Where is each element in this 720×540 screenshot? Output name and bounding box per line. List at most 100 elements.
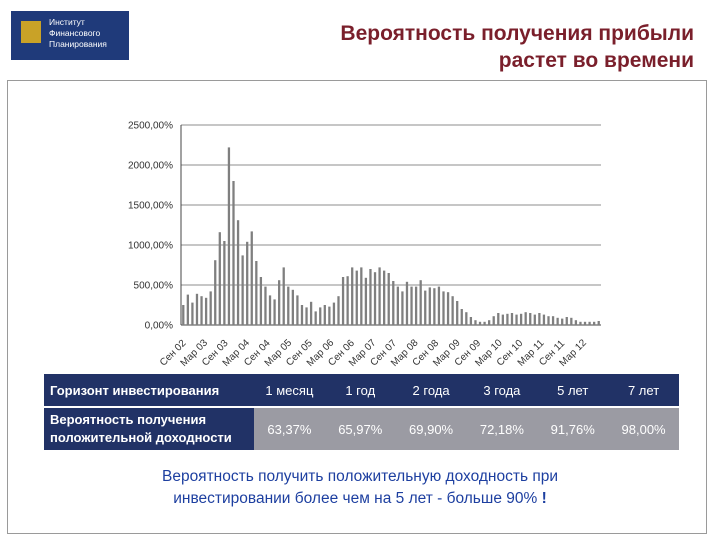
bar bbox=[291, 289, 294, 325]
bar bbox=[542, 314, 546, 325]
bar bbox=[319, 307, 322, 325]
bar bbox=[519, 313, 523, 325]
bar bbox=[570, 317, 573, 325]
probability-table: Горизонт инвестирования 1 месяц 1 год 2 … bbox=[44, 374, 679, 450]
bar bbox=[273, 299, 276, 325]
y-tick-label: 0,00% bbox=[145, 321, 173, 332]
bar bbox=[451, 296, 454, 325]
horizon-cell: 5 лет bbox=[537, 374, 609, 406]
y-tick-label: 2500,00% bbox=[128, 121, 173, 132]
horizon-cell: 2 года bbox=[395, 374, 467, 406]
bar bbox=[446, 292, 450, 325]
logo-line-3: Планирования bbox=[49, 39, 107, 49]
bar bbox=[355, 270, 358, 325]
bar bbox=[478, 321, 482, 325]
logo-line-2: Финансового bbox=[49, 28, 101, 38]
probability-bar-chart: 0,00% 500,00% 1000,00% 1500,00% 2000,00% 2500… bbox=[128, 121, 601, 369]
bar bbox=[214, 260, 217, 325]
conclusion-text: Вероятность получить положительную доход… bbox=[40, 466, 680, 510]
bar bbox=[314, 311, 317, 325]
bar bbox=[195, 293, 199, 325]
bar bbox=[383, 270, 386, 325]
y-tick-label: 500,00% bbox=[134, 281, 174, 292]
conclusion-line-2: инвестировании более чем на 5 лет - боль… bbox=[173, 490, 538, 507]
slide-title: Вероятность получения прибыли растет во … bbox=[340, 20, 694, 74]
bar bbox=[328, 306, 331, 325]
bar bbox=[465, 312, 468, 325]
bar bbox=[369, 269, 372, 325]
bar bbox=[405, 281, 409, 325]
bar bbox=[255, 261, 258, 325]
bar bbox=[259, 277, 263, 325]
bar bbox=[488, 320, 491, 325]
conclusion-line-2-wrap: инвестировании более чем на 5 лет - боль… bbox=[40, 488, 680, 510]
bar bbox=[583, 321, 587, 325]
bar bbox=[428, 287, 431, 325]
bar bbox=[182, 305, 185, 325]
bar bbox=[250, 231, 253, 325]
bar bbox=[278, 280, 281, 325]
probability-row: Вероятность получения положительной дохо… bbox=[44, 408, 679, 450]
bar bbox=[209, 291, 212, 325]
bar bbox=[246, 241, 249, 325]
bar bbox=[510, 313, 514, 325]
bar bbox=[364, 277, 368, 325]
bar bbox=[410, 286, 413, 325]
bar bbox=[227, 147, 231, 325]
logo-emblem-icon bbox=[21, 21, 41, 43]
bar bbox=[264, 286, 267, 325]
bar bbox=[309, 301, 313, 325]
bar bbox=[396, 286, 399, 325]
bar bbox=[460, 309, 463, 325]
bar bbox=[529, 313, 532, 325]
bar bbox=[186, 294, 189, 325]
title-line-2: растет во времени bbox=[498, 49, 694, 72]
bar bbox=[474, 320, 477, 325]
bar bbox=[296, 295, 299, 325]
title-line-1: Вероятность получения прибыли bbox=[340, 22, 694, 45]
bar bbox=[547, 316, 550, 325]
bar bbox=[501, 314, 504, 325]
bar bbox=[419, 280, 422, 325]
bar bbox=[236, 220, 240, 325]
bar bbox=[597, 321, 600, 325]
conclusion-exclamation: ! bbox=[541, 490, 547, 507]
bar bbox=[200, 296, 203, 325]
bar bbox=[268, 295, 272, 325]
horizon-row: Горизонт инвестирования 1 месяц 1 год 2 … bbox=[44, 374, 679, 406]
bar bbox=[574, 320, 578, 325]
conclusion-line-1: Вероятность получить положительную доход… bbox=[161, 468, 558, 485]
bar bbox=[218, 232, 221, 325]
bar bbox=[497, 313, 500, 325]
bar bbox=[392, 281, 395, 325]
bar bbox=[424, 290, 427, 325]
horizon-cell: 1 месяц bbox=[254, 374, 325, 406]
bar bbox=[561, 318, 564, 325]
logo-line-1: Институт bbox=[49, 17, 85, 27]
bar bbox=[469, 317, 473, 325]
bar bbox=[551, 316, 555, 325]
bar bbox=[524, 312, 527, 325]
bar bbox=[565, 317, 568, 325]
probability-label-line-1: Вероятность получения bbox=[50, 412, 207, 427]
probability-cell: 91,76% bbox=[537, 408, 609, 450]
bar bbox=[442, 291, 445, 325]
horizon-label: Горизонт инвестирования bbox=[44, 374, 254, 406]
bar bbox=[506, 313, 509, 325]
bar bbox=[387, 273, 390, 325]
bar bbox=[287, 286, 290, 325]
institute-logo: Институт Финансового Планирования bbox=[11, 11, 129, 60]
bar bbox=[492, 316, 495, 325]
bar bbox=[533, 314, 536, 325]
probability-cell: 98,00% bbox=[608, 408, 679, 450]
bar bbox=[323, 305, 326, 325]
bar bbox=[593, 321, 596, 325]
bar bbox=[373, 272, 377, 325]
probability-cell: 69,90% bbox=[395, 408, 467, 450]
content-frame bbox=[7, 80, 707, 534]
bar bbox=[433, 288, 436, 325]
bar bbox=[305, 307, 308, 325]
bar bbox=[588, 321, 591, 325]
y-tick-label: 1000,00% bbox=[128, 241, 173, 252]
bar bbox=[437, 286, 441, 325]
